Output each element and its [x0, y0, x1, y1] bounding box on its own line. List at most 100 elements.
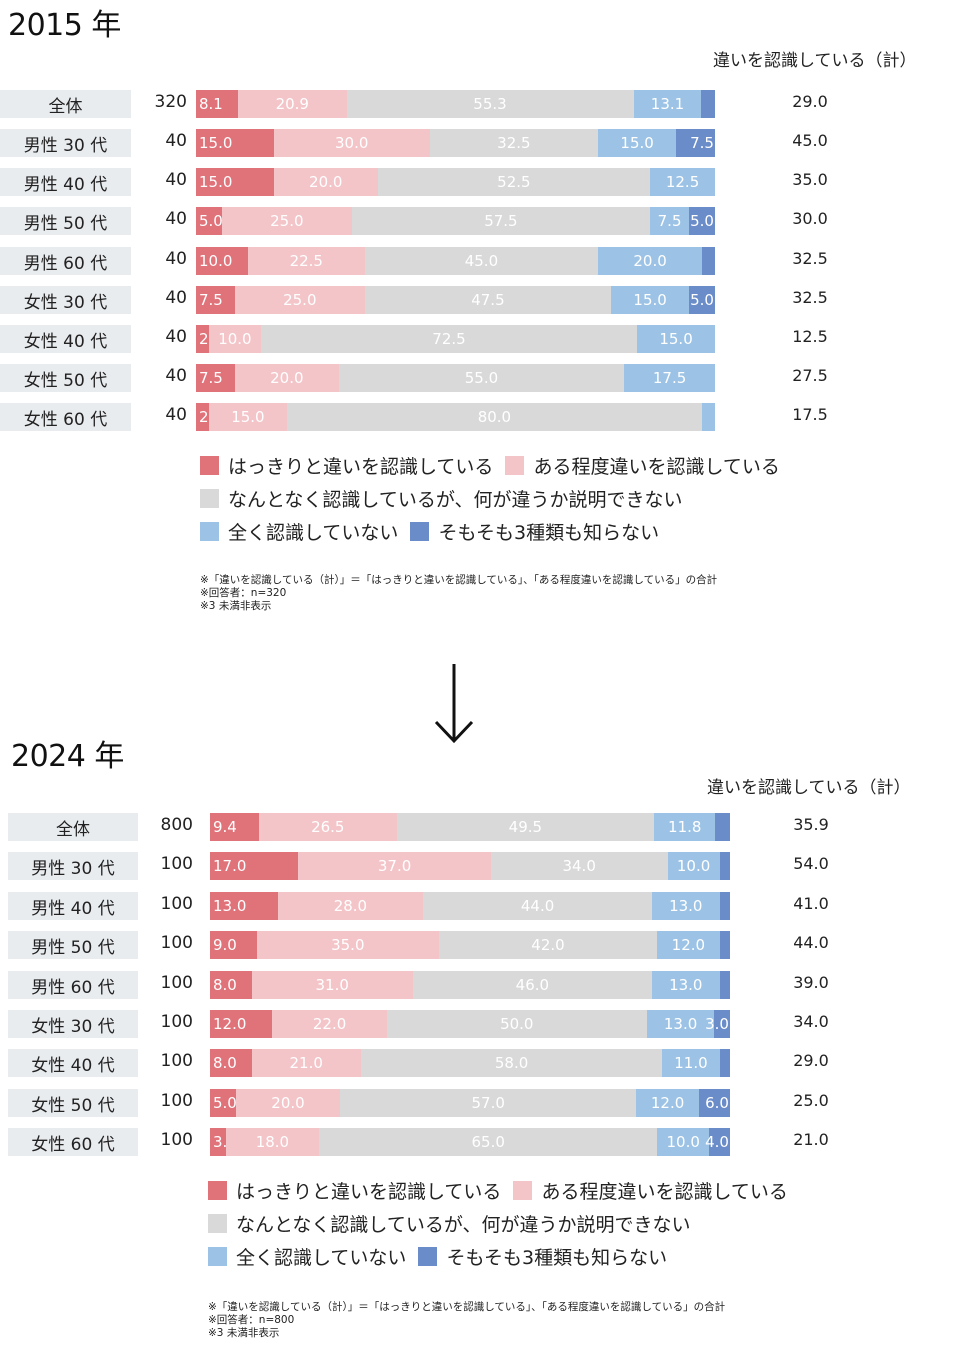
stacked-bar: 5.0 20.0 57.0 12.0 6.0	[210, 1089, 730, 1117]
bar-segment: 12.0	[657, 931, 720, 959]
data-label: 11.0	[674, 1054, 708, 1072]
bar-segment: 13.1	[633, 90, 702, 118]
data-label: 13.0	[669, 976, 703, 994]
bar-segment: 8.1	[196, 90, 239, 118]
data-label: 7.5	[657, 212, 682, 230]
row-total-value: 44.0	[793, 933, 829, 952]
bar-segment: 50.0	[386, 1010, 647, 1038]
row-category-label: 全体	[0, 90, 131, 118]
data-label: 13.0	[213, 897, 247, 915]
row-category-label: 女性 30 代	[8, 1010, 138, 1038]
bar-segment: 57.5	[351, 207, 651, 235]
bar-segment: 15.0	[196, 129, 274, 157]
row-total-value: 29.0	[793, 1051, 829, 1070]
data-label: 20.0	[309, 173, 343, 191]
data-label: 3.0	[213, 1128, 237, 1156]
bar-segment: 65.0	[319, 1128, 658, 1156]
legend-row-3: 全く認識していない そもそも3種類も知らない	[208, 1243, 679, 1270]
row-category-label: 男性 50 代	[8, 931, 138, 959]
bar-segment: 28.0	[277, 892, 424, 920]
bar-segment: 8.0	[210, 1049, 252, 1077]
data-label: 22.0	[312, 1015, 347, 1033]
bar-segment	[719, 931, 730, 959]
bar-segment: 45.0	[364, 247, 599, 275]
footnote: ※回答者：n=320	[200, 587, 287, 599]
legend-swatch	[200, 489, 219, 508]
stacked-bar: 15.0 20.0 52.5 12.5	[196, 168, 715, 196]
legend-swatch	[410, 522, 430, 541]
row-sample-size: 100	[160, 1012, 193, 1032]
data-label: 15.0	[659, 330, 693, 348]
row-sample-size: 40	[165, 405, 187, 425]
bar-segment: 25.0	[234, 286, 365, 314]
row-total-value: 39.0	[793, 973, 829, 992]
legend-swatch	[505, 456, 525, 475]
footnote: ※3 未満非表示	[200, 600, 272, 612]
data-label: 10.0	[676, 857, 711, 875]
bar-segment: 47.5	[364, 286, 612, 314]
legend-swatch	[208, 1247, 227, 1266]
data-label: 20.0	[271, 1094, 305, 1112]
bar-segment: 18.0	[225, 1128, 320, 1156]
bar-segment	[719, 892, 730, 920]
data-label: 8.0	[213, 1054, 237, 1072]
bar-segment: 10.0	[667, 852, 720, 880]
data-label: 50.0	[500, 1015, 534, 1033]
legend-item: 全く認識していない	[208, 1243, 406, 1270]
bar-segment: 7.5	[650, 207, 690, 235]
row-category-label: 女性 50 代	[8, 1089, 138, 1117]
data-label: 11.8	[668, 818, 702, 836]
legend-item: そもそも3種類も知らない	[418, 1243, 667, 1270]
bar-segment: 20.0	[273, 168, 378, 196]
bar-segment: 20.0	[236, 1089, 340, 1117]
down-arrow-icon	[434, 664, 474, 744]
data-label: 44.0	[520, 897, 555, 915]
stacked-bar: 7.5 20.0 55.0 17.5	[196, 364, 715, 392]
legend-item: はっきりと違いを認識している	[200, 452, 493, 479]
data-label: 15.0	[633, 291, 667, 309]
row-sample-size: 100	[160, 1091, 193, 1111]
row-total-value: 45.0	[792, 131, 828, 150]
legend-item: なんとなく認識しているが、何が違うか説明できない	[208, 1210, 690, 1237]
row-sample-size: 40	[165, 249, 187, 269]
bar-segment: 3.0	[210, 1128, 237, 1156]
bar-segment: 10.0	[208, 325, 261, 353]
row-sample-size: 100	[160, 894, 193, 914]
legend-row-3: 全く認識していない そもそも3種類も知らない	[200, 518, 671, 545]
stacked-bar: 5.0 25.0 57.5 7.5 5.0	[196, 207, 715, 235]
legend-item: はっきりと違いを認識している	[208, 1177, 501, 1204]
stacked-bar: 8.0 21.0 58.0 11.0	[210, 1049, 730, 1077]
bar-segment: 7.5	[196, 364, 235, 392]
data-label: 10.0	[218, 330, 252, 348]
row-category-label: 女性 50 代	[0, 364, 131, 392]
bar-segment: 8.0	[210, 971, 252, 999]
bar-segment: 32.5	[429, 129, 599, 157]
bar-segment	[702, 403, 715, 431]
bar-segment: 9.0	[210, 931, 257, 959]
data-label: 12.5	[665, 173, 700, 191]
legend-item: 全く認識していない	[200, 518, 398, 545]
row-total-value: 34.0	[793, 1012, 829, 1031]
stacked-bar: 13.0 28.0 44.0 13.0	[210, 892, 730, 920]
data-label: 10.0	[199, 252, 233, 270]
data-label: 7.5	[199, 369, 223, 387]
bar-segment: 13.0	[646, 1010, 715, 1038]
data-label: 12.0	[650, 1094, 685, 1112]
data-label: 20.9	[275, 95, 309, 113]
row-total-value: 35.9	[793, 815, 829, 834]
legend-swatch	[418, 1247, 438, 1266]
row-category-label: 男性 60 代	[0, 247, 131, 275]
legend-swatch	[208, 1214, 227, 1233]
bar-segment: 17.5	[624, 364, 715, 392]
data-label: 5.0	[690, 291, 714, 309]
bar-segment: 20.0	[234, 364, 339, 392]
data-label: 21.0	[289, 1054, 323, 1072]
data-label: 15.0	[231, 408, 265, 426]
stacked-bar: 9.0 35.0 42.0 12.0	[210, 931, 730, 959]
legend-row-2: なんとなく認識しているが、何が違うか説明できない	[208, 1210, 702, 1237]
bar-segment: 25.0	[221, 207, 352, 235]
stacked-bar: 17.0 37.0 34.0 10.0	[210, 852, 730, 880]
row-total-value: 12.5	[792, 327, 828, 346]
bar-segment: 7.5	[676, 129, 715, 157]
